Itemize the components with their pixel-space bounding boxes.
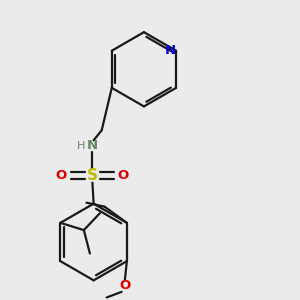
Text: S: S <box>87 168 98 183</box>
Text: O: O <box>119 279 130 292</box>
Text: O: O <box>118 169 129 182</box>
Text: O: O <box>56 169 67 182</box>
Text: N: N <box>165 44 176 57</box>
Text: N: N <box>87 139 98 152</box>
Text: H: H <box>77 141 86 151</box>
